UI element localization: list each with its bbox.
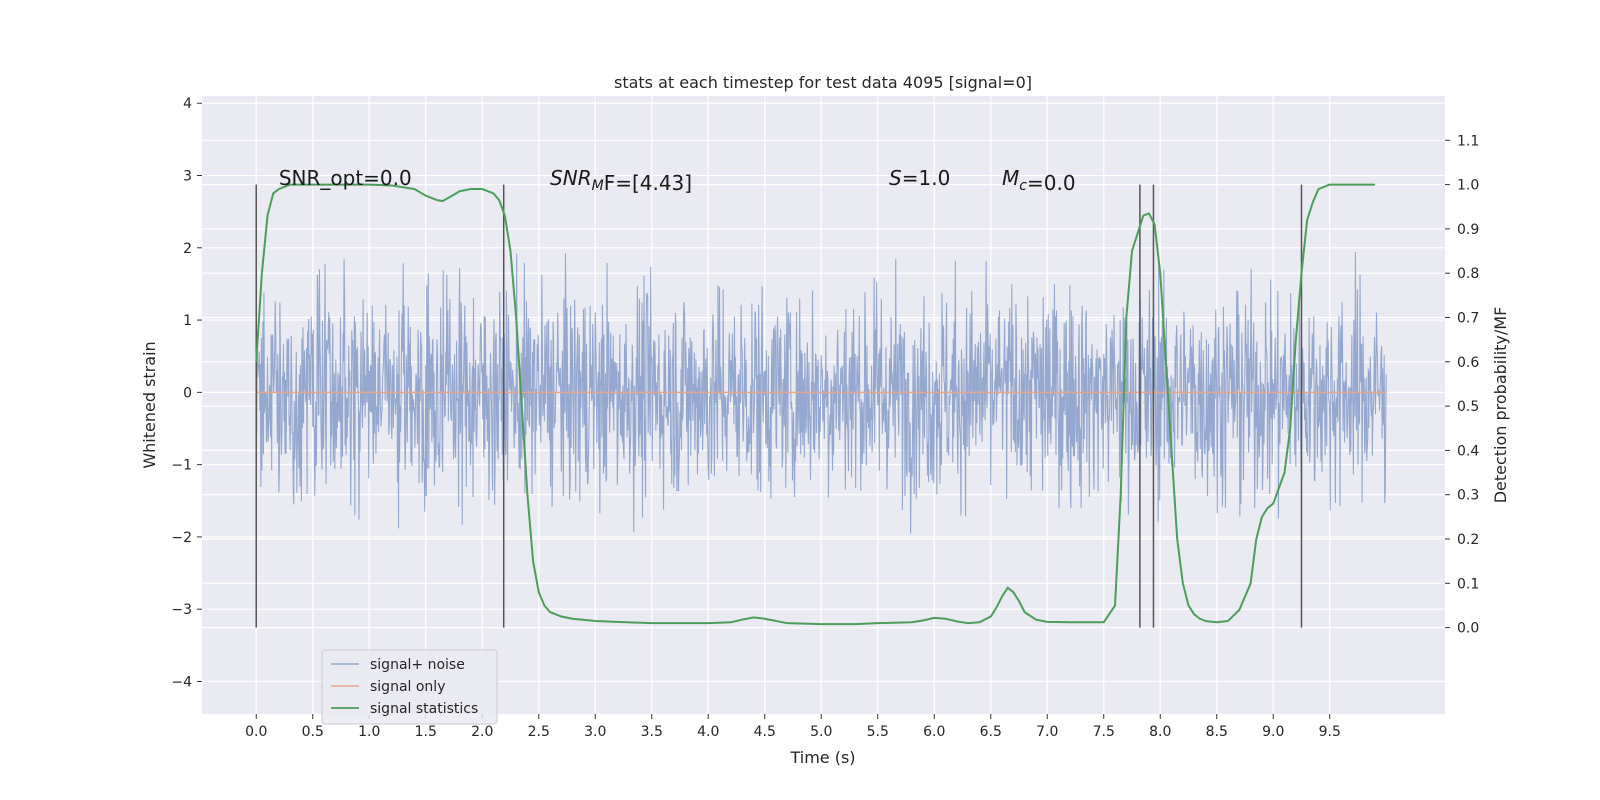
x-tick-label: 4.5: [754, 724, 776, 740]
x-tick-label: 8.0: [1149, 724, 1171, 740]
y-tick-label: 1: [183, 313, 192, 329]
y-tick-label: 3: [183, 169, 192, 185]
y-tick-label: −1: [171, 458, 192, 474]
x-tick-label: 1.0: [358, 724, 380, 740]
annotation-text: SNRMF=[4.43]: [550, 166, 692, 195]
y2-tick-label: 0.7: [1457, 311, 1479, 327]
y2-tick-label: 1.0: [1457, 178, 1479, 194]
annotation-part: =1.0: [902, 166, 951, 190]
x-tick-label: 7.0: [1036, 724, 1058, 740]
x-tick-label: 7.5: [1093, 724, 1115, 740]
series-signal-plus-noise: [255, 252, 1387, 534]
annotation-text: Mc=0.0: [1002, 166, 1076, 195]
y-tick-label: −2: [171, 530, 192, 546]
y-axis-ticks: −4 −3 −2 −1 0 1 2 3 4: [171, 96, 202, 690]
x-axis-label: Time (s): [789, 748, 855, 767]
noise-trace: [255, 252, 1387, 534]
legend-label-signal-statistics: signal statistics: [370, 701, 478, 717]
annotation-part: S: [889, 166, 902, 190]
y2-tick-label: 0.1: [1457, 576, 1479, 592]
x-tick-label: 6.5: [980, 724, 1002, 740]
y-axis-label: Whitened strain: [140, 341, 159, 468]
x-tick-label: 9.5: [1319, 724, 1341, 740]
annotation-part: F=[4.43]: [604, 171, 692, 195]
series-signal-statistics: [255, 183, 1375, 626]
y2-tick-label: 1.1: [1457, 133, 1479, 149]
legend: signal+ noise signal only signal statist…: [321, 649, 498, 725]
annotation-part: SNR: [550, 166, 592, 190]
x-tick-label: 5.0: [810, 724, 832, 740]
annotation-part: =0.0: [1027, 171, 1076, 195]
y2-tick-label: 0.0: [1457, 621, 1479, 637]
y-tick-label: −4: [171, 674, 192, 690]
x-tick-label: 0.5: [302, 724, 324, 740]
y2-tick-label: 0.6: [1457, 355, 1479, 371]
legend-box: [321, 649, 498, 725]
annotation-text: SNR_opt=0.0: [279, 166, 412, 190]
annotation-part: M: [1002, 166, 1019, 190]
x-tick-label: 4.0: [697, 724, 719, 740]
x-tick-label: 1.5: [415, 724, 437, 740]
y2-tick-label: 0.5: [1457, 399, 1479, 415]
x-tick-label: 2.0: [471, 724, 493, 740]
y-tick-label: 0: [183, 385, 192, 401]
signal-statistics-line: [255, 183, 1375, 626]
annotations: SNR_opt=0.0 SNRMF=[4.43] S=1.0 Mc=0.0: [279, 166, 1076, 195]
y2-tick-label: 0.3: [1457, 488, 1479, 504]
annotation-part: SNR_opt=0.0: [279, 166, 412, 190]
y2-tick-label: 0.8: [1457, 266, 1479, 282]
x-tick-label: 9.0: [1262, 724, 1284, 740]
y2-tick-label: 0.4: [1457, 443, 1479, 459]
y2-tick-label: 0.9: [1457, 222, 1479, 238]
y2-axis-ticks: 0.0 0.1 0.2 0.3 0.4 0.5 0.6 0.7 0.8 0.9 1.0 1.1: [1445, 133, 1479, 637]
y2-axis-label: Detection probability/MF: [1491, 307, 1510, 504]
x-axis-ticks: 0.0 0.5 1.0 1.5 2.0 2.5 3.0 3.5 4.0 4.5 5.0 5.5 6.0 6…: [245, 714, 1341, 740]
x-tick-label: 6.0: [923, 724, 945, 740]
y-tick-label: 4: [183, 96, 192, 112]
y-tick-label: 2: [183, 241, 192, 257]
y2-tick-label: 0.2: [1457, 532, 1479, 548]
x-tick-label: 2.5: [528, 724, 550, 740]
annotation-part: c: [1019, 178, 1027, 194]
annotation-text: S=1.0: [889, 166, 950, 190]
vertical-markers: [255, 184, 1303, 628]
y-tick-label: −3: [171, 602, 192, 618]
x-tick-label: 0.0: [245, 724, 267, 740]
legend-label-signal-only: signal only: [370, 679, 445, 695]
chart-title: stats at each timestep for test data 409…: [614, 73, 1032, 92]
x-tick-label: 3.5: [641, 724, 663, 740]
x-tick-label: 3.0: [584, 724, 606, 740]
x-tick-label: 8.5: [1206, 724, 1228, 740]
x-tick-label: 5.5: [867, 724, 889, 740]
legend-label-signal-plus-noise: signal+ noise: [370, 657, 465, 673]
annotation-part: M: [592, 178, 604, 194]
